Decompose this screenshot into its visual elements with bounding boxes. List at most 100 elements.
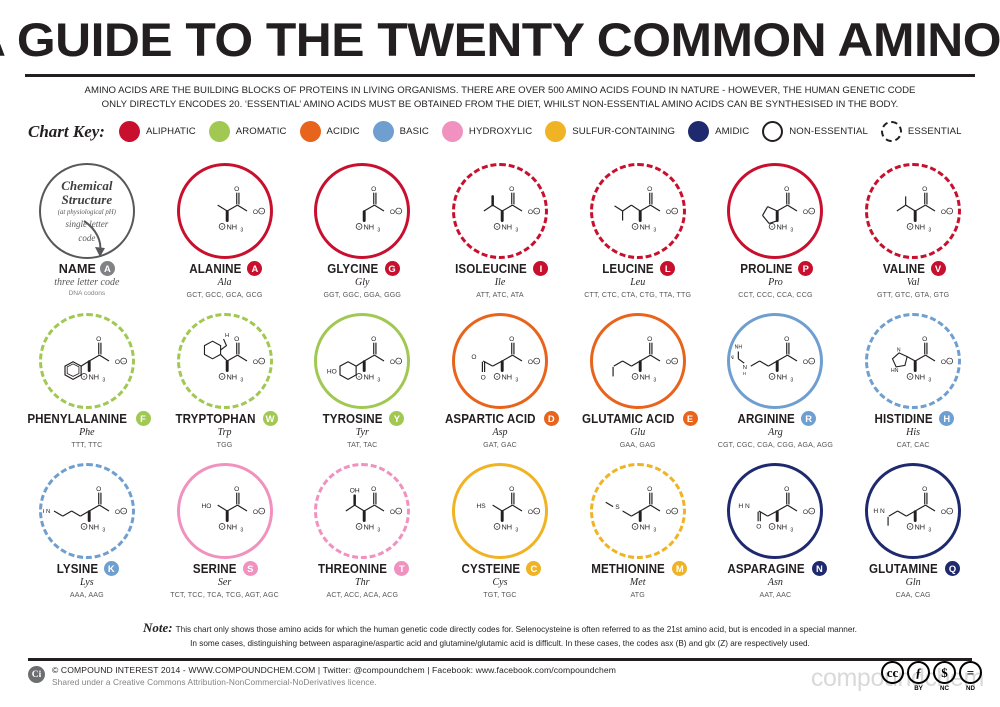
chemical-structure-diagram: O O − + NH 3 S bbox=[605, 486, 678, 534]
chart-key-label: NON-ESSENTIAL bbox=[789, 126, 868, 138]
chemical-structure-diagram: O O − + NH 3 bbox=[762, 186, 816, 234]
amino-acid-cell-valine[interactable]: O O − + NH 3 VALINE V Val GTT, GTC, GTA, GT… bbox=[844, 163, 982, 313]
svg-text:NH: NH bbox=[364, 222, 375, 231]
amino-acid-name: TYROSINE bbox=[322, 411, 383, 426]
amino-acid-cell-proline[interactable]: O O − + NH 3 PROLINE P Pro CCT, CCC, CCA, bbox=[707, 163, 845, 313]
svg-text:3: 3 bbox=[791, 528, 794, 534]
amino-acid-name-row: GLYCINE G bbox=[325, 261, 400, 276]
note-label: Note: bbox=[143, 620, 173, 635]
amino-acid-name: PROLINE bbox=[739, 261, 792, 276]
amino-acid-single-letter-code: T bbox=[394, 561, 410, 576]
amino-acid-three-letter-code: Glu bbox=[630, 427, 646, 438]
legend-line-5: code bbox=[78, 232, 96, 243]
amino-acid-codons: CTT, CTC, CTA, CTG, TTA, TTG bbox=[584, 290, 692, 299]
amino-acid-cell-lysine[interactable]: O O − + NH 3 H N LYSINE bbox=[18, 463, 156, 613]
cc-badge-label: NC bbox=[940, 685, 949, 692]
cc-badge-nd: = ND bbox=[959, 661, 982, 692]
svg-text:+: + bbox=[771, 225, 774, 230]
amino-acid-name-row: THREONINE T bbox=[315, 561, 410, 576]
amino-acid-three-letter-code: Met bbox=[629, 577, 646, 588]
svg-text:3: 3 bbox=[240, 378, 243, 384]
intro-line-2: ONLY DIRECTLY ENCODES 20. ‘ESSENTIAL’ AM… bbox=[101, 98, 899, 110]
amino-acid-grid: Chemical Structure (at physiological pH)… bbox=[18, 163, 982, 613]
amino-acid-cell-glutamine[interactable]: O O − + NH 3 H N GLUTAM bbox=[844, 463, 982, 613]
amino-acid-cell-serine[interactable]: O O − + NH 3 HO SERINE S Ser TCT, TCC, TCA, … bbox=[156, 463, 294, 613]
amino-acid-cell-tyrosine[interactable]: O O − + NH 3 HO TYROSINE Y Tyr TAT, TAC bbox=[293, 313, 431, 463]
amino-acid-three-letter-code: Asn bbox=[767, 577, 783, 588]
amino-acid-cell-aspartic-acid[interactable]: O O − + NH 3 O bbox=[431, 313, 569, 463]
amino-acid-name-row: ASPARTIC ACID D bbox=[441, 411, 559, 426]
amino-acid-codons: AAT, AAC bbox=[759, 590, 792, 599]
amino-acid-cell-cysteine[interactable]: O O − + NH 3 HS CYSTEINE C Cys TGT, TGC bbox=[431, 463, 569, 613]
amino-acid-three-letter-code: Ser bbox=[217, 577, 232, 588]
amino-acid-bubble: O O − + NH 3 H N bbox=[38, 463, 135, 559]
svg-text:+: + bbox=[83, 525, 86, 530]
amino-acid-single-letter-code: K bbox=[103, 561, 119, 576]
svg-text:O: O bbox=[647, 486, 652, 493]
amino-acid-name-row: LEUCINE L bbox=[600, 261, 676, 276]
svg-text:HS: HS bbox=[477, 503, 487, 510]
svg-text:NH: NH bbox=[915, 522, 926, 531]
amino-acid-cell-glutamic-acid[interactable]: O O − + NH 3 GLUTAMIC ACID E Glu GAA, GAG bbox=[569, 313, 707, 463]
amino-acid-name: THREONINE bbox=[318, 561, 388, 576]
amino-acid-cell-leucine[interactable]: O O − + NH 3 LEUCINE L Leu CTT, CTC, CTA, bbox=[569, 163, 707, 313]
amino-acid-three-letter-code: Arg bbox=[768, 427, 783, 438]
amino-acid-bubble: O O − + NH 3 bbox=[176, 163, 273, 259]
amino-acid-three-letter-code: Ala bbox=[217, 277, 232, 288]
amino-acid-codons: ACT, ACC, ACA, ACG bbox=[326, 590, 399, 599]
amino-acid-cell-tryptophan[interactable]: O O − + NH 3 H TRYPTOPHAN W Trp TGG bbox=[156, 313, 294, 463]
svg-text:+: + bbox=[220, 375, 223, 380]
amino-acid-cell-alanine[interactable]: O O − + NH 3 ALANINE A Ala GCT, GCC, GCA, GC… bbox=[156, 163, 294, 313]
amino-acid-name: SERINE bbox=[193, 561, 237, 576]
chemical-structure-diagram: O O − + NH 3 HO bbox=[327, 336, 403, 384]
svg-text:O: O bbox=[647, 336, 652, 343]
svg-text:HO: HO bbox=[201, 503, 211, 510]
svg-text:3: 3 bbox=[378, 228, 381, 234]
amino-acid-cell-arginine[interactable]: O O − + NH 3 N H bbox=[707, 313, 845, 463]
creative-commons-badges: cc ƒ BY $ NC = ND bbox=[881, 661, 982, 692]
amino-acid-cell-isoleucine[interactable]: O O − + NH 3 ISOLEUCINE I Ile ATT, ATC, ATA bbox=[431, 163, 569, 313]
svg-text:3: 3 bbox=[240, 228, 243, 234]
svg-text:H: H bbox=[225, 333, 229, 339]
amino-acid-name-row: TRYPTOPHAN W bbox=[172, 411, 278, 426]
svg-text:+: + bbox=[633, 375, 636, 380]
svg-text:O: O bbox=[234, 336, 239, 343]
amino-acid-cell-phenylalanine[interactable]: O O − + NH 3 PHENYLALANINE F Phe TTT, TTC bbox=[18, 313, 156, 463]
amino-acid-single-letter-code: Y bbox=[389, 411, 405, 426]
svg-text:O: O bbox=[647, 186, 652, 193]
amino-acid-bubble: O O − + NH 3 bbox=[589, 313, 686, 409]
amino-acid-cell-histidine[interactable]: O O − + NH 3 N HN HISTIDINE H His CAT, CAC bbox=[844, 313, 982, 463]
svg-text:−: − bbox=[811, 359, 814, 364]
compound-interest-logo-icon: Ci bbox=[28, 666, 45, 683]
chemical-structure-diagram: O O − + NH 3 H N bbox=[874, 486, 954, 534]
svg-text:O: O bbox=[785, 486, 790, 493]
amino-acid-single-letter-code: I bbox=[533, 261, 549, 276]
svg-text:O: O bbox=[234, 186, 239, 193]
amino-acid-single-letter-code: G bbox=[384, 261, 400, 276]
chemical-structure-diagram: O O − + NH 3 bbox=[612, 336, 678, 384]
svg-text:−: − bbox=[260, 359, 263, 364]
amino-acid-name: GLYCINE bbox=[327, 261, 379, 276]
chart-key-item-hydroxylic: HYDROXYLIC bbox=[441, 121, 532, 143]
svg-text:3: 3 bbox=[929, 228, 932, 234]
chart-key-label: ACIDIC bbox=[326, 126, 360, 138]
amino-acid-bubble: O O − + NH 3 O bbox=[727, 463, 824, 559]
chart-key-item-aromatic: AROMATIC bbox=[208, 121, 287, 143]
svg-text:+: + bbox=[220, 525, 223, 530]
amino-acid-three-letter-code: Lys bbox=[80, 577, 94, 588]
amino-acid-cell-threonine[interactable]: O O − + NH 3 OH THREONINE T Thr ACT, ACC, bbox=[293, 463, 431, 613]
amino-acid-cell-methionine[interactable]: O O − + NH 3 S METHIONINE M Met ATG bbox=[569, 463, 707, 613]
amino-acid-codons: GTT, GTC, GTA, GTG bbox=[876, 290, 950, 299]
svg-text:O: O bbox=[390, 509, 395, 516]
svg-text:−: − bbox=[398, 509, 401, 514]
amino-acid-bubble: O O − + NH 3 bbox=[727, 163, 824, 259]
amino-acid-name-row: LYSINE K bbox=[55, 561, 119, 576]
amino-acid-cell-asparagine[interactable]: O O − + NH 3 O bbox=[707, 463, 845, 613]
svg-text:O: O bbox=[666, 509, 671, 516]
amino-acid-three-letter-code: Cys bbox=[492, 577, 508, 588]
svg-text:NH: NH bbox=[226, 522, 237, 531]
svg-text:+: + bbox=[83, 375, 86, 380]
chart-key-dot-icon bbox=[372, 121, 394, 143]
amino-acid-cell-glycine[interactable]: O O − + NH 3 GLYCINE G Gly GGT, GGC, GGA, GG… bbox=[293, 163, 431, 313]
